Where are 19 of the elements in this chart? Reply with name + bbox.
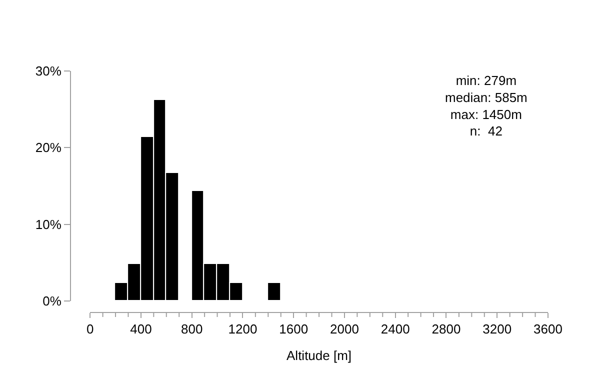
- annotation: max: 1450m: [450, 106, 522, 122]
- x-tick-label: 3600: [534, 322, 562, 337]
- x-tick-label: 400: [130, 322, 152, 337]
- annotation: median: 585m: [445, 90, 528, 105]
- x-axis-title: Altitude [m]: [286, 348, 352, 364]
- x-tick-label: 1600: [279, 322, 308, 337]
- x-tick-label: 2800: [432, 322, 461, 337]
- x-tick-label: 2400: [380, 322, 410, 337]
- y-tick-label: 20%: [35, 140, 62, 156]
- y-tick-label: 0%: [42, 293, 62, 308]
- annotation: n: 42: [470, 124, 502, 139]
- x-tick-label: 3200: [482, 322, 512, 337]
- x-tick-label: 0: [86, 322, 94, 337]
- x-tick-label: 800: [180, 322, 203, 337]
- x-tick-label: 1200: [228, 322, 258, 337]
- x-tick-label: 2000: [330, 322, 359, 337]
- y-tick-label: 30%: [35, 64, 62, 79]
- y-tick-label: 10%: [35, 216, 62, 232]
- annotation: min: 279m: [456, 73, 517, 88]
